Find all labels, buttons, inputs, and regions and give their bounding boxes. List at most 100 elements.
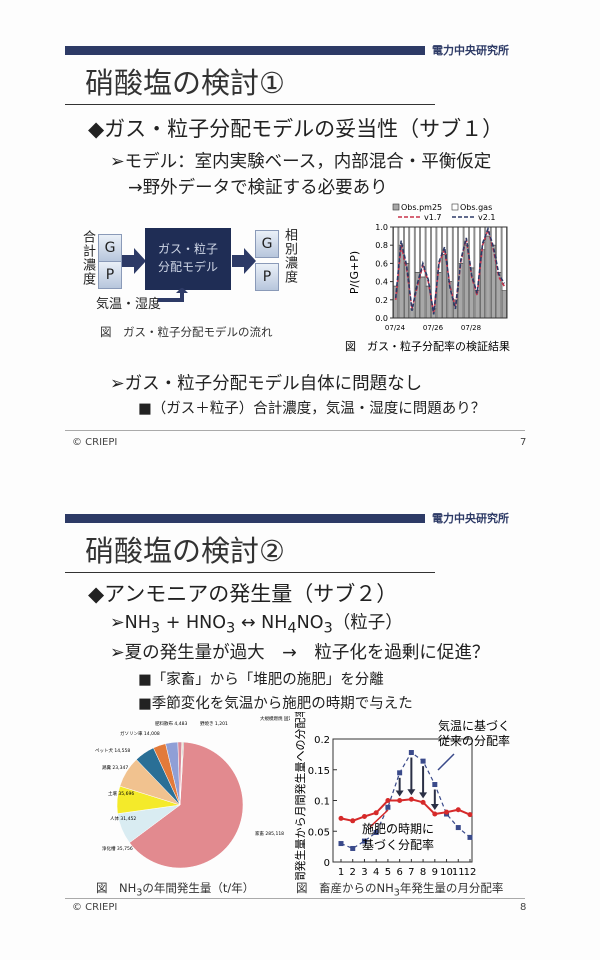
legend-label: v2.1 <box>478 213 495 222</box>
caption-part: の年間発生量（t/年） <box>142 881 255 895</box>
bullet-sub: ➢モデル：室内実験ベース，内部混合・平衡仮定 <box>110 152 492 172</box>
blue-series-point <box>338 841 344 847</box>
red-series-point <box>408 796 414 802</box>
caption-sub: 3 <box>393 887 400 899</box>
blue-series-point <box>385 804 391 810</box>
y-tick-label: 0.8 <box>375 241 388 250</box>
shift-arrow-head <box>430 804 439 811</box>
y-tick-label: 0.05 <box>308 827 330 838</box>
pie-slice-label: 土壌 35,696 <box>108 790 134 797</box>
pie-slice-label: 鶏糞 23,347 <box>102 764 128 771</box>
pie-slice-label: ペット犬 14,558 <box>95 747 130 754</box>
eq-part: + HNO <box>160 613 227 633</box>
obs-pm25-bar <box>463 244 469 319</box>
x-tick-label: 07/24 <box>385 324 406 332</box>
title-divider <box>65 572 435 573</box>
annotation-conventional: 気温に基づく <box>438 718 510 733</box>
obs-pm25-bar <box>485 235 491 319</box>
shift-arrow-head <box>419 792 428 799</box>
x-tick-label: 07/26 <box>423 324 444 332</box>
partition-ratio-chart: 0.0 0.2 0.4 0.6 0.8 1.0 07/24 07/26 07/28 P/(G+P)… <box>345 203 510 353</box>
eq-sub: 3 <box>226 619 236 637</box>
model-label-2: 分配モデル <box>157 260 218 274</box>
x-tick-label: 2 <box>350 867 356 878</box>
bullet-sub: ➢夏の発生量が過大 → 粒子化を過剰に促進？ <box>110 643 490 663</box>
blue-series-point <box>397 770 403 776</box>
y-axis-label: P/(G+P) <box>348 251 361 294</box>
red-series-point <box>361 813 367 819</box>
model-label-1: ガス・粒子 <box>157 242 218 256</box>
org-logo: 電力中央研究所 <box>432 512 509 525</box>
legend-swatch <box>392 203 400 211</box>
pie-slice-label: 家畜 285,118 <box>255 830 284 837</box>
y-tick-label: 0.0 <box>375 314 388 323</box>
x-tick-label: 4 <box>373 867 379 878</box>
red-series-point <box>420 799 426 805</box>
pie-slice-label: 浄化槽 35,756 <box>102 845 133 852</box>
diagram-caption: 図 ガス・粒子分配モデルの流れ <box>100 325 273 339</box>
g-box-in: G <box>98 234 122 262</box>
total-conc-label: 合計濃度 <box>80 230 95 286</box>
x-tick-label: 11 <box>452 867 465 878</box>
legend-swatch <box>451 203 459 211</box>
nh3-pie-chart: 家畜 285,118 浄化槽 35,756 人体 31,452 土壌 35,696 鶏糞… <box>95 715 290 869</box>
p-box-out: P <box>255 263 279 291</box>
page-number: 7 <box>520 437 527 448</box>
legend-label: v1.7 <box>424 213 441 222</box>
eq-sub: 3 <box>323 619 333 637</box>
y-tick-label: 0 <box>324 858 330 869</box>
bullet-main: ◆アンモニアの発生量（サブ２） <box>88 582 398 606</box>
pie-slice-label: 肥料散布 4,483 <box>155 720 187 727</box>
title-divider <box>65 104 435 105</box>
page-number: 8 <box>520 902 527 913</box>
pie-caption: 図 NH3の年間発生量（t/年） <box>96 880 254 898</box>
red-series-point <box>338 815 344 821</box>
y-tick-label: 1.0 <box>375 223 388 232</box>
blue-series-point <box>408 750 414 756</box>
chart-caption: 図 ガス・粒子分配率の検証結果 <box>345 339 510 353</box>
y-tick-label: 0.4 <box>375 278 388 287</box>
eq-part: ➢NH <box>110 613 151 633</box>
input-arrow-icon <box>158 288 188 302</box>
y-tick-label: 0.6 <box>375 259 388 268</box>
y-tick-label: 0.15 <box>308 766 330 777</box>
red-series-point <box>385 798 391 803</box>
eq-part: NO <box>296 613 324 633</box>
bullet-sub: ➢ガス・粒子分配モデル自体に問題なし <box>110 374 423 394</box>
y-tick-label: 0.2 <box>314 735 330 746</box>
obs-pm25-bar <box>501 290 507 319</box>
annotation-fertilizer: 施肥の時期に <box>362 822 434 836</box>
bullet-sub-sub: ■季節変化を気温から施肥の時期で与えた <box>138 696 413 712</box>
eq-sub: 4 <box>287 619 297 637</box>
pie-slice-label: 人体 31,452 <box>110 815 136 822</box>
obs-gas-bar <box>414 226 420 273</box>
obs-gas-bar <box>501 226 507 292</box>
x-tick-label: 8 <box>420 867 426 878</box>
legend-label: Obs.gas <box>460 203 492 212</box>
bullet-main: ◆ガス・粒子分配モデルの妥当性（サブ１） <box>88 117 504 141</box>
monthly-distribution-chart: 00.050.10.150.21 2 3 4 5 6 7 8 9 101112気温に基づく従来の分… <box>293 712 510 880</box>
footer-copyright: © CRIEPI <box>72 902 118 913</box>
header-bar <box>65 46 425 55</box>
obs-pm25-bar <box>420 276 426 319</box>
model-box: ガス・粒子分配モデル <box>145 228 231 290</box>
red-series-point <box>444 809 450 815</box>
caption-part: 図 畜産からのNH <box>296 881 394 895</box>
blue-series-point <box>373 829 379 835</box>
series-v2.1-line <box>394 226 505 315</box>
legend-label: Obs.pm25 <box>401 203 442 212</box>
x-tick-label: 10 <box>440 867 453 878</box>
footer-divider <box>65 898 525 899</box>
eq-sub: 3 <box>150 619 161 637</box>
bullet-sub-sub: ■「家畜」から「堆肥の施肥」を分離 <box>138 672 384 688</box>
p-box-in: P <box>98 261 122 289</box>
eq-part: ↔ NH <box>235 613 288 633</box>
obs-gas-bar <box>458 226 464 264</box>
footer-divider <box>65 430 525 431</box>
y-axis-label: 年間発生量から月間発生量への分配率 <box>293 712 307 880</box>
shift-arrow-head <box>407 789 416 796</box>
caption-part: 年発生量の月分配率 <box>399 881 504 895</box>
y-tick-label: 0.2 <box>375 296 388 305</box>
blue-series-point <box>361 838 367 844</box>
